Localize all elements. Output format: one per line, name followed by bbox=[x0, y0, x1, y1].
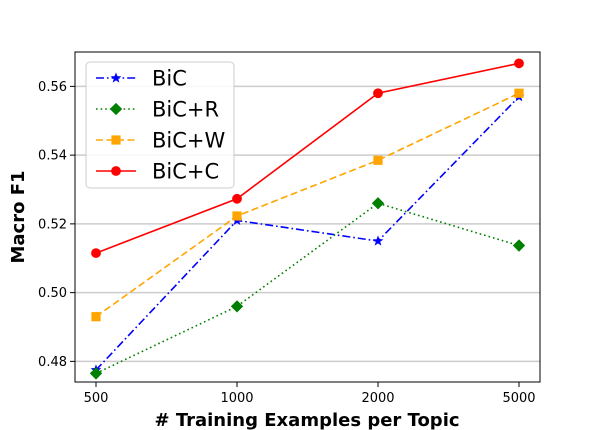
y-tick-label: 0.56 bbox=[38, 80, 67, 95]
series-line-bic-c bbox=[95, 62, 520, 254]
legend-marker bbox=[111, 135, 121, 145]
legend-marker bbox=[111, 166, 121, 176]
data-point bbox=[232, 193, 242, 204]
legend-entry: BiC+R bbox=[152, 98, 219, 122]
legend-entry: BiC+W bbox=[152, 129, 226, 153]
data-point bbox=[230, 300, 244, 313]
y-tick-label: 0.48 bbox=[38, 355, 67, 370]
data-point bbox=[514, 88, 524, 98]
data-point bbox=[91, 248, 101, 258]
x-tick-label: 1000 bbox=[220, 391, 253, 406]
series-line-bic-w bbox=[95, 92, 520, 318]
y-axis-ticks: 0.48 0.50 0.52 0.54 0.56 bbox=[38, 80, 75, 370]
series-lines bbox=[95, 62, 520, 375]
series-line-bic bbox=[95, 96, 520, 371]
data-point bbox=[89, 367, 103, 380]
data-point bbox=[91, 312, 101, 322]
legend-marker bbox=[109, 102, 123, 116]
y-tick-label: 0.54 bbox=[38, 149, 67, 164]
y-axis-label: Macro F1 bbox=[8, 170, 29, 263]
legend-entry: BiC+C bbox=[152, 160, 219, 184]
series-markers bbox=[89, 58, 526, 380]
legend-box bbox=[85, 61, 235, 189]
y-tick-label: 0.50 bbox=[38, 286, 67, 301]
plot-area-frame bbox=[74, 51, 541, 383]
y-tick-label: 0.52 bbox=[38, 217, 67, 232]
data-point bbox=[232, 211, 242, 221]
x-axis-ticks: 500 1000 2000 5000 bbox=[84, 382, 536, 406]
legend-entry: BiC bbox=[152, 67, 187, 91]
data-point bbox=[371, 197, 385, 210]
data-point bbox=[514, 58, 524, 69]
legend-marker bbox=[110, 72, 122, 83]
x-tick-label: 2000 bbox=[361, 391, 394, 406]
legend: BiC BiC+R BiC+W BiC+C bbox=[85, 61, 235, 189]
x-tick-label: 5000 bbox=[502, 391, 535, 406]
data-point bbox=[372, 235, 384, 246]
x-axis-label: # Training Examples per Topic bbox=[154, 410, 459, 430]
x-tick-label: 500 bbox=[84, 391, 109, 406]
data-point bbox=[373, 155, 383, 165]
data-point bbox=[373, 88, 383, 99]
data-point bbox=[512, 239, 526, 252]
